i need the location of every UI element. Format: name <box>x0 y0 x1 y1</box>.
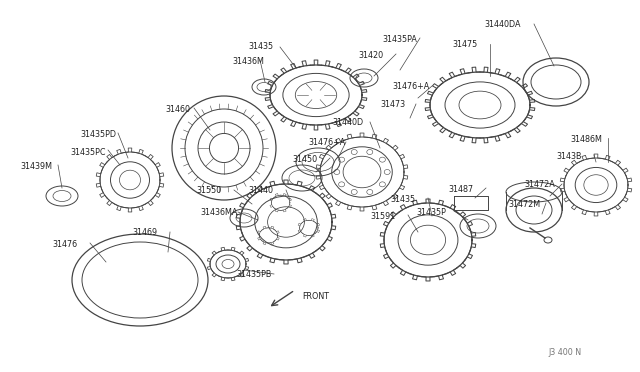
Text: 31436MA: 31436MA <box>200 208 237 217</box>
Text: 3143B: 3143B <box>556 152 582 161</box>
Text: 31440D: 31440D <box>332 118 363 127</box>
Text: 31440DA: 31440DA <box>484 20 520 29</box>
Text: FRONT: FRONT <box>302 292 329 301</box>
Text: 31486M: 31486M <box>570 135 602 144</box>
Text: 31460: 31460 <box>165 105 190 114</box>
Text: 31440: 31440 <box>248 186 273 195</box>
Text: 31436M: 31436M <box>232 57 264 66</box>
Text: 31550: 31550 <box>196 186 221 195</box>
Text: J3 400 N: J3 400 N <box>549 348 582 357</box>
Text: 31473: 31473 <box>380 100 405 109</box>
Text: 31476+A: 31476+A <box>392 82 429 91</box>
Text: 31469: 31469 <box>132 228 157 237</box>
Text: 31420: 31420 <box>358 51 383 60</box>
Text: 31472A: 31472A <box>524 180 555 189</box>
Text: 31472M: 31472M <box>508 200 540 209</box>
Text: 31475: 31475 <box>452 40 477 49</box>
Text: 31435PD: 31435PD <box>80 130 116 139</box>
Text: 31487: 31487 <box>448 185 473 194</box>
Text: 31435P: 31435P <box>416 208 446 217</box>
Text: 31435PA: 31435PA <box>382 35 417 44</box>
Text: 31435PC: 31435PC <box>70 148 106 157</box>
Text: 31439M: 31439M <box>20 162 52 171</box>
Text: 31435PB: 31435PB <box>236 270 271 279</box>
Text: 31450: 31450 <box>292 155 317 164</box>
Text: 31476: 31476 <box>52 240 77 249</box>
Text: 31435: 31435 <box>390 195 415 204</box>
Text: 31591: 31591 <box>370 212 396 221</box>
Text: 31476+A: 31476+A <box>308 138 345 147</box>
Text: 31435: 31435 <box>248 42 273 51</box>
